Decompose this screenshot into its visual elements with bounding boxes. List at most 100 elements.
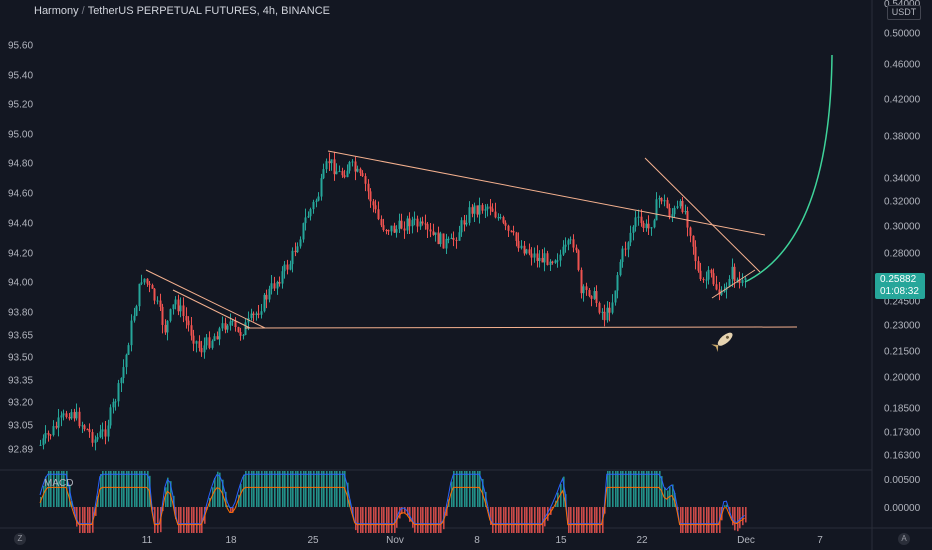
candle-body <box>153 288 156 301</box>
time-axis-tick: 25 <box>307 535 319 546</box>
candle-body <box>640 216 643 223</box>
currency-unit-badge[interactable]: USDT <box>887 5 921 20</box>
candle-body <box>413 218 416 221</box>
rocket-icon <box>711 332 733 353</box>
trendline-left-lower[interactable] <box>172 289 251 329</box>
candle-body <box>686 211 689 228</box>
right-axis-tick: 0.16300 <box>884 451 921 462</box>
macd-histogram-bar <box>503 507 505 533</box>
macd-histogram-bar <box>547 507 549 521</box>
macd-histogram-bar <box>511 507 513 533</box>
macd-histogram-bar <box>693 507 695 533</box>
macd-histogram-bar <box>277 471 279 507</box>
candle-body <box>195 341 198 344</box>
candle-body <box>294 250 297 253</box>
zoom-button[interactable]: Z <box>14 533 26 545</box>
candle-body <box>442 233 445 249</box>
candle-body <box>242 334 245 336</box>
candle-body <box>741 279 744 284</box>
macd-histogram-bar <box>690 507 692 533</box>
candle-body <box>156 300 159 302</box>
macd-histogram-bar <box>745 507 747 523</box>
macd-histogram-bar <box>365 507 367 533</box>
candle-body <box>484 209 487 211</box>
candle-body <box>590 295 593 299</box>
macd-histogram-bar <box>513 507 515 533</box>
candle-body <box>78 411 81 427</box>
candle-body <box>715 284 718 290</box>
macd-histogram-bar <box>433 507 435 533</box>
macd-indicator-label[interactable]: MACD <box>44 478 74 489</box>
candle-body <box>315 200 318 202</box>
zoom-button-label: Z <box>17 534 23 543</box>
wedge-upper-line[interactable] <box>644 157 761 273</box>
candle-body <box>138 283 141 307</box>
macd-histogram-bar <box>526 507 528 533</box>
candle-body <box>146 278 149 284</box>
trendline-left-upper[interactable] <box>145 269 266 329</box>
time-axis[interactable]: 11 18 25 Nov 8 15 22 Dec 7 <box>142 535 823 546</box>
macd-histogram-bar <box>243 474 245 507</box>
candle-body <box>330 159 333 164</box>
left-axis-tick: 92.89 <box>8 445 33 456</box>
macd-histogram-bar <box>300 471 302 507</box>
candle-body <box>346 170 349 178</box>
candle-body <box>494 211 497 218</box>
candle-body <box>200 347 203 353</box>
candle-body <box>278 281 281 284</box>
macd-histogram-bar <box>305 471 307 507</box>
right-price-axis[interactable]: 0.540000.500000.460000.420000.380000.340… <box>884 0 921 462</box>
support-line[interactable] <box>244 326 798 329</box>
macd-histogram-bar <box>295 471 297 507</box>
candle-body <box>88 429 91 433</box>
candle-body <box>507 225 510 231</box>
macd-histogram-bar <box>474 471 476 507</box>
macd-histogram-bar <box>711 507 713 533</box>
candle-body <box>598 303 601 313</box>
macd-histogram-bar <box>482 479 484 507</box>
time-axis-tick: 7 <box>817 535 823 546</box>
candle-body <box>569 239 572 241</box>
auto-scale-button[interactable]: A <box>898 533 910 545</box>
candle-body <box>244 322 247 335</box>
quote-name: TetherUS PERPETUAL FUTURES <box>87 5 257 17</box>
candle-body <box>94 439 97 443</box>
macd-histogram-bar <box>466 471 468 507</box>
candle-body <box>44 433 47 439</box>
macd-histogram-bar <box>643 471 645 507</box>
candle-body <box>211 340 214 348</box>
candle-body <box>533 253 536 258</box>
candle-body <box>226 325 229 330</box>
candle-body <box>408 218 411 227</box>
breakout-projection-curve[interactable] <box>744 54 833 283</box>
candle-body <box>96 437 99 440</box>
candle-body <box>322 169 325 179</box>
candle-body <box>86 429 89 431</box>
macd-histogram-bar <box>440 507 442 533</box>
interval-label[interactable]: 4h <box>262 5 275 17</box>
candle-body <box>42 438 45 445</box>
candle-body <box>614 290 617 303</box>
candle-body <box>647 223 650 229</box>
candle-body <box>117 383 120 402</box>
left-axis-tick: 93.65 <box>8 331 33 342</box>
macd-axis: 0.00500 0.00000 <box>884 475 921 514</box>
wedge-lower-line[interactable] <box>711 269 756 299</box>
candle-body <box>185 315 188 321</box>
candle-body <box>452 237 455 240</box>
candle-body <box>190 325 193 336</box>
candle-body <box>338 171 341 173</box>
macd-signal-line <box>39 486 745 526</box>
macd-histogram-bar <box>248 471 250 507</box>
right-axis-tick: 0.38000 <box>884 132 921 143</box>
macd-histogram-bar <box>258 471 260 507</box>
macd-histogram-bar <box>425 507 427 533</box>
macd-histogram-bar <box>227 505 229 507</box>
macd-histogram-bar <box>427 507 429 533</box>
macd-histogram-bar <box>464 471 466 507</box>
candle-body <box>216 336 219 340</box>
candle-body <box>676 206 679 208</box>
macd-histogram-bar <box>708 507 710 533</box>
triangle-upper-line[interactable] <box>327 150 766 236</box>
